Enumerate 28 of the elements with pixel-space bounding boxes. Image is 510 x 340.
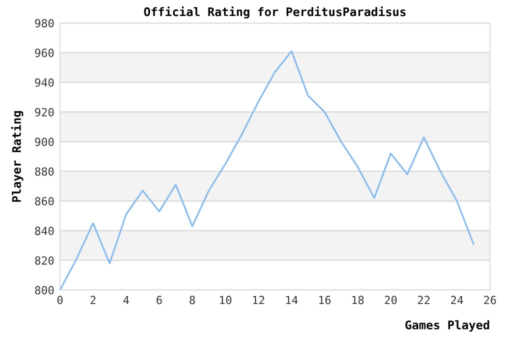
line-series bbox=[60, 50, 474, 290]
x-tick-label: 24 bbox=[451, 296, 464, 304]
chart-title: Official Rating for PerditusParadisus bbox=[144, 6, 406, 18]
y-tick-label: 960 bbox=[35, 48, 54, 58]
y-tick-label: 980 bbox=[35, 19, 54, 28]
x-tick-label: 14 bbox=[286, 296, 298, 304]
x-tick-label: 20 bbox=[384, 296, 397, 304]
x-tick-label: 4 bbox=[123, 296, 129, 304]
y-tick-label: 920 bbox=[35, 108, 54, 116]
x-tick-label: 26 bbox=[484, 296, 496, 304]
y-tick-label: 860 bbox=[35, 197, 54, 206]
x-tick-label: 10 bbox=[220, 296, 232, 304]
x-tick-label: 8 bbox=[190, 296, 195, 304]
x-tick-label: 2 bbox=[90, 296, 96, 304]
y-tick-label: 800 bbox=[35, 286, 54, 294]
y-tick-label: 820 bbox=[35, 256, 54, 265]
y-tick-label: 940 bbox=[35, 78, 54, 87]
y-axis-title: Player Rating bbox=[11, 111, 24, 202]
x-tick-label: 22 bbox=[418, 296, 430, 304]
x-tick-label: 12 bbox=[253, 296, 264, 304]
x-tick-label: 0 bbox=[57, 296, 63, 304]
x-tick-label: 6 bbox=[156, 296, 162, 304]
y-tick-label: 840 bbox=[35, 226, 54, 236]
y-tick-label: 900 bbox=[35, 138, 54, 146]
x-tick-label: 18 bbox=[352, 296, 364, 304]
x-tick-label: 16 bbox=[319, 296, 331, 304]
x-axis-title: Games Played bbox=[405, 320, 490, 332]
y-tick-label: 880 bbox=[35, 167, 54, 176]
